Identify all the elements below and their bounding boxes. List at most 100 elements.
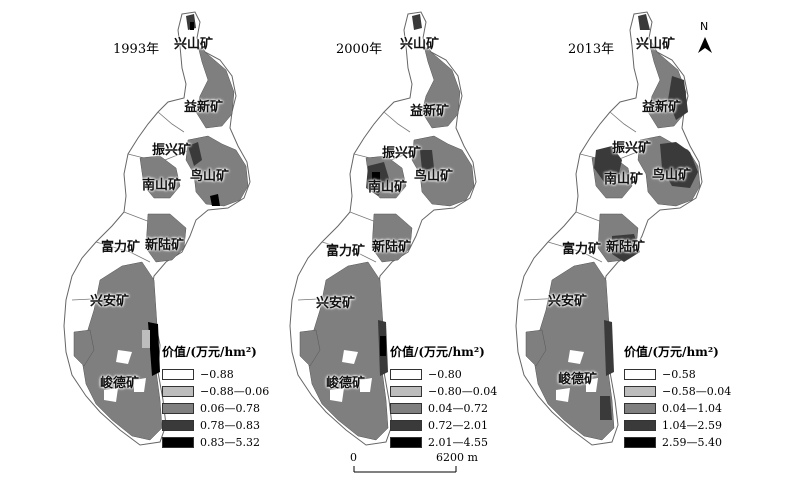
legend-swatch bbox=[624, 420, 656, 431]
patch-black bbox=[210, 194, 220, 206]
legend-item: 2.59—5.40 bbox=[624, 434, 754, 451]
patch-dark bbox=[600, 396, 612, 420]
panel-year-title-2000: 2000年 bbox=[336, 42, 383, 57]
scale-end-label: 6200 m bbox=[436, 451, 478, 464]
patch-dark bbox=[660, 142, 698, 188]
legend-swatch bbox=[162, 403, 194, 414]
legend-swatch bbox=[624, 369, 656, 380]
panel-year-title-2013: 2013年 bbox=[568, 42, 615, 57]
mine-label-xinlu: 新陆矿 bbox=[145, 238, 185, 253]
patch-dark bbox=[420, 150, 434, 170]
legend-2013: 价值/(万元/hm²) −0.58 −0.58—0.04 0.04—1.04 1… bbox=[624, 343, 754, 451]
legend-label: 2.01—4.55 bbox=[428, 436, 488, 449]
mine-label-junde: 峻德矿 bbox=[326, 376, 366, 391]
scale-start-label: 0 bbox=[350, 451, 357, 464]
mine-label-junde: 峻德矿 bbox=[558, 372, 598, 387]
legend-swatch bbox=[162, 386, 194, 397]
patch-dark bbox=[604, 320, 614, 376]
legend-item: 0.06—0.78 bbox=[162, 400, 292, 417]
legend-swatch bbox=[390, 437, 422, 448]
legend-label: 0.83—5.32 bbox=[200, 436, 260, 449]
legend-label: −0.58—0.04 bbox=[662, 385, 732, 398]
legend-item: −0.58 bbox=[624, 366, 754, 383]
legend-label: −0.80 bbox=[428, 368, 462, 381]
legend-label: −0.58 bbox=[662, 368, 696, 381]
legend-item: −0.80 bbox=[390, 366, 520, 383]
panel-year-title-1993: 1993年 bbox=[113, 42, 160, 57]
legend-label: −0.80—0.04 bbox=[428, 385, 498, 398]
legend-label: 0.06—0.78 bbox=[200, 402, 260, 415]
map-panel-1993 bbox=[63, 11, 251, 446]
legend-item: −0.88—0.06 bbox=[162, 383, 292, 400]
legend-swatch bbox=[624, 386, 656, 397]
legend-swatch bbox=[624, 437, 656, 448]
legend-label: 1.04—2.59 bbox=[662, 419, 722, 432]
legend-item: 1.04—2.59 bbox=[624, 417, 754, 434]
mine-label-xinlu: 新陆矿 bbox=[606, 240, 646, 255]
legend-swatch bbox=[162, 437, 194, 448]
mine-label-fuli: 富力矿 bbox=[562, 242, 602, 257]
legend-2000: 价值/(万元/hm²) −0.80 −0.80—0.04 0.04—0.72 0… bbox=[390, 343, 520, 451]
legend-title: 价值/(万元/hm²) bbox=[390, 345, 485, 359]
legend-swatch bbox=[390, 386, 422, 397]
legend-item: 2.01—4.55 bbox=[390, 434, 520, 451]
patch-light bbox=[142, 330, 150, 348]
mine-label-xingshan: 兴山矿 bbox=[636, 37, 676, 52]
mine-label-zhenxing: 振兴矿 bbox=[152, 143, 192, 158]
legend-swatch bbox=[162, 420, 194, 431]
legend-label: −0.88 bbox=[200, 368, 234, 381]
mine-label-xingan: 兴安矿 bbox=[548, 294, 588, 309]
legend-item: 0.78—0.83 bbox=[162, 417, 292, 434]
mine-label-fuli: 富力矿 bbox=[101, 240, 141, 255]
mine-label-junde: 峻德矿 bbox=[100, 376, 140, 391]
legend-item: 0.04—0.72 bbox=[390, 400, 520, 417]
mine-label-yixin: 益新矿 bbox=[410, 104, 450, 119]
mine-label-nanshan: 南山矿 bbox=[368, 180, 408, 195]
legend-1993: 价值/(万元/hm²) −0.88 −0.88—0.06 0.06—0.78 0… bbox=[162, 343, 292, 451]
north-arrow-icon bbox=[698, 37, 712, 53]
legend-label: 0.72—2.01 bbox=[428, 419, 488, 432]
mine-label-niaoshan: 鸟山矿 bbox=[414, 169, 454, 184]
patch-black bbox=[372, 172, 380, 186]
mine-label-yixin: 益新矿 bbox=[184, 100, 224, 115]
mine-label-xingan: 兴安矿 bbox=[316, 296, 356, 311]
map-panel-2013 bbox=[515, 11, 703, 446]
legend-label: 0.04—1.04 bbox=[662, 402, 722, 415]
legend-item: −0.88 bbox=[162, 366, 292, 383]
patch-dark bbox=[612, 234, 640, 262]
patch-dark bbox=[668, 76, 688, 120]
patch-black bbox=[190, 22, 194, 30]
mine-label-zhenxing: 振兴矿 bbox=[612, 141, 652, 156]
mine-label-niaoshan: 鸟山矿 bbox=[652, 168, 692, 183]
legend-label: −0.88—0.06 bbox=[200, 385, 270, 398]
patch-dark bbox=[188, 142, 202, 166]
legend-swatch bbox=[162, 369, 194, 380]
legend-item: 0.83—5.32 bbox=[162, 434, 292, 451]
legend-title: 价值/(万元/hm²) bbox=[162, 345, 257, 359]
legend-swatch bbox=[390, 420, 422, 431]
map-panel-2000 bbox=[289, 11, 477, 446]
legend-item: 0.72—2.01 bbox=[390, 417, 520, 434]
mine-label-zhenxing: 振兴矿 bbox=[382, 146, 422, 161]
mine-label-nanshan: 南山矿 bbox=[142, 178, 182, 193]
legend-label: 0.78—0.83 bbox=[200, 419, 260, 432]
patch-black bbox=[148, 322, 160, 376]
legend-swatch bbox=[624, 403, 656, 414]
mine-label-xingshan: 兴山矿 bbox=[174, 37, 214, 52]
mine-label-xinlu: 新陆矿 bbox=[372, 240, 412, 255]
mine-label-xingan: 兴安矿 bbox=[90, 294, 130, 309]
mine-label-nanshan: 南山矿 bbox=[604, 172, 644, 187]
mine-label-yixin: 益新矿 bbox=[642, 100, 682, 115]
patch-black bbox=[380, 336, 386, 356]
legend-title: 价值/(万元/hm²) bbox=[624, 345, 719, 359]
legend-swatch bbox=[390, 369, 422, 380]
legend-item: 0.04—1.04 bbox=[624, 400, 754, 417]
legend-label: 2.59—5.40 bbox=[662, 436, 722, 449]
patch-dark bbox=[412, 14, 422, 30]
patch-dark bbox=[594, 146, 622, 182]
mine-label-fuli: 富力矿 bbox=[326, 244, 366, 259]
mine-label-niaoshan: 鸟山矿 bbox=[190, 169, 230, 184]
legend-item: −0.80—0.04 bbox=[390, 383, 520, 400]
legend-swatch bbox=[390, 403, 422, 414]
scale-bar bbox=[353, 466, 457, 473]
